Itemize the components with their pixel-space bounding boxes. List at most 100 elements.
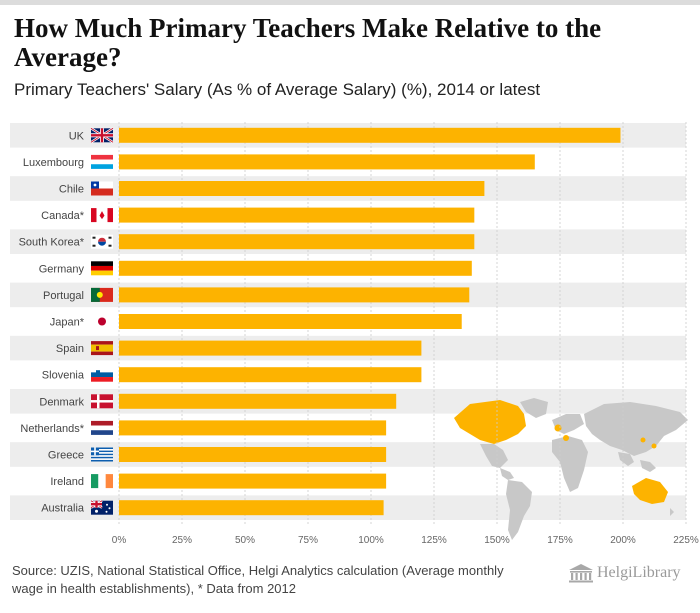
tick-label: 100% xyxy=(358,535,384,546)
category-label: Chile xyxy=(59,184,84,196)
flag-spain-icon xyxy=(96,346,99,351)
flag-canada-icon xyxy=(107,208,113,223)
flag-australia-icon xyxy=(95,509,98,513)
bar xyxy=(119,154,535,170)
flag-greece-icon xyxy=(91,449,113,451)
map-landmass xyxy=(584,402,688,456)
chart-title: How Much Primary Teachers Make Relative … xyxy=(14,13,602,72)
tick-label: 75% xyxy=(298,535,318,546)
helgi-library-logo[interactable]: HelgiLibrary xyxy=(568,562,681,584)
category-label: Japan* xyxy=(50,317,85,329)
map-country-korea-marker xyxy=(640,437,646,443)
bar xyxy=(119,181,485,196)
flag-greece-icon xyxy=(91,450,113,453)
tick-label: 25% xyxy=(172,535,192,546)
flag-south-korea-icon xyxy=(92,236,96,239)
tick-label: 175% xyxy=(547,535,573,546)
map-landmass xyxy=(632,478,668,504)
flag-slovenia-icon xyxy=(91,372,113,378)
flag-spain-icon xyxy=(91,351,113,356)
category-label: Slovenia xyxy=(42,370,85,382)
bar xyxy=(119,473,387,489)
category-label: Netherlands* xyxy=(20,423,84,435)
map-landmass xyxy=(454,400,526,444)
chart-subtitle: Primary Teachers' Salary (As % of Averag… xyxy=(14,80,541,99)
tick-label: 200% xyxy=(610,535,636,546)
category-label: Australia xyxy=(41,503,85,515)
map-landmass xyxy=(500,468,514,480)
flag-ireland-icon xyxy=(105,474,113,489)
flag-south-korea-icon xyxy=(98,241,106,246)
bar xyxy=(119,260,472,276)
map-landmass xyxy=(640,460,656,472)
category-label: Portugal xyxy=(43,290,84,302)
flag-south-korea-icon xyxy=(108,244,112,247)
flag-germany-icon xyxy=(91,261,113,266)
flag-slovenia-icon xyxy=(96,370,100,376)
world-map xyxy=(454,398,688,540)
flag-chile-icon xyxy=(91,181,113,189)
source-note: Source: UZIS, National Statistical Offic… xyxy=(12,563,504,596)
flag-slovenia-icon xyxy=(91,377,113,382)
bar xyxy=(119,367,422,383)
map-country-europe-marker xyxy=(554,424,562,432)
bar xyxy=(119,127,621,143)
tick-label: 0% xyxy=(112,535,127,546)
flag-south-korea-icon xyxy=(92,244,96,247)
category-label: Denmark xyxy=(39,396,84,408)
tick-label: 125% xyxy=(421,535,447,546)
tick-label: 50% xyxy=(235,535,255,546)
bar xyxy=(119,287,470,303)
category-label: Spain xyxy=(56,343,84,355)
map-country-japan-marker xyxy=(651,443,657,449)
flag-greece-icon xyxy=(91,459,113,462)
flag-ireland-icon xyxy=(98,474,106,489)
flag-netherlands-icon xyxy=(91,430,113,435)
library-building-icon xyxy=(569,564,593,583)
flag-portugal-icon xyxy=(96,291,103,298)
flag-chile-icon xyxy=(91,188,113,196)
bar xyxy=(119,314,462,329)
map-landmass xyxy=(670,508,674,516)
map-landmass xyxy=(480,444,508,468)
flag-canada-icon xyxy=(99,211,105,220)
flag-greece-icon xyxy=(91,452,113,454)
flag-germany-icon xyxy=(91,270,113,276)
flag-greece-icon xyxy=(91,447,113,450)
flag-uk-icon xyxy=(91,134,113,137)
flag-luxembourg-icon xyxy=(91,159,113,165)
category-label: UK xyxy=(69,130,85,142)
category-label: Greece xyxy=(48,450,84,462)
tick-label: 150% xyxy=(484,535,510,546)
flag-spain-icon xyxy=(91,344,113,352)
bar xyxy=(119,447,387,462)
flag-canada-icon xyxy=(91,208,97,223)
bar xyxy=(119,207,475,223)
tick-label: 225% xyxy=(673,535,699,546)
brand-name: HelgiLibrary xyxy=(597,564,681,581)
map-landmass xyxy=(520,398,548,418)
flag-spain-icon xyxy=(91,341,113,345)
map-landmass xyxy=(552,436,588,492)
flag-denmark-icon xyxy=(91,400,113,403)
flag-ireland-icon xyxy=(91,474,99,489)
flag-netherlands-icon xyxy=(91,425,113,431)
flag-south-korea-icon xyxy=(108,236,112,239)
flag-australia-icon xyxy=(105,510,108,513)
category-label: Canada* xyxy=(41,210,85,222)
flag-greece-icon xyxy=(91,456,113,459)
flag-germany-icon xyxy=(91,265,113,271)
flag-greece-icon xyxy=(91,455,113,457)
flag-netherlands-icon xyxy=(91,420,113,426)
category-label: Ireland xyxy=(50,476,84,488)
flag-slovenia-icon xyxy=(91,367,113,373)
map-landmass xyxy=(618,452,634,466)
bar xyxy=(119,393,397,409)
map-country-europe-marker xyxy=(563,435,569,441)
flag-luxembourg-icon xyxy=(91,164,113,169)
map-landmass xyxy=(506,480,532,540)
flag-luxembourg-icon xyxy=(91,154,113,160)
flag-greece-icon xyxy=(91,458,113,460)
bar xyxy=(119,234,475,250)
top-bar xyxy=(0,0,700,5)
